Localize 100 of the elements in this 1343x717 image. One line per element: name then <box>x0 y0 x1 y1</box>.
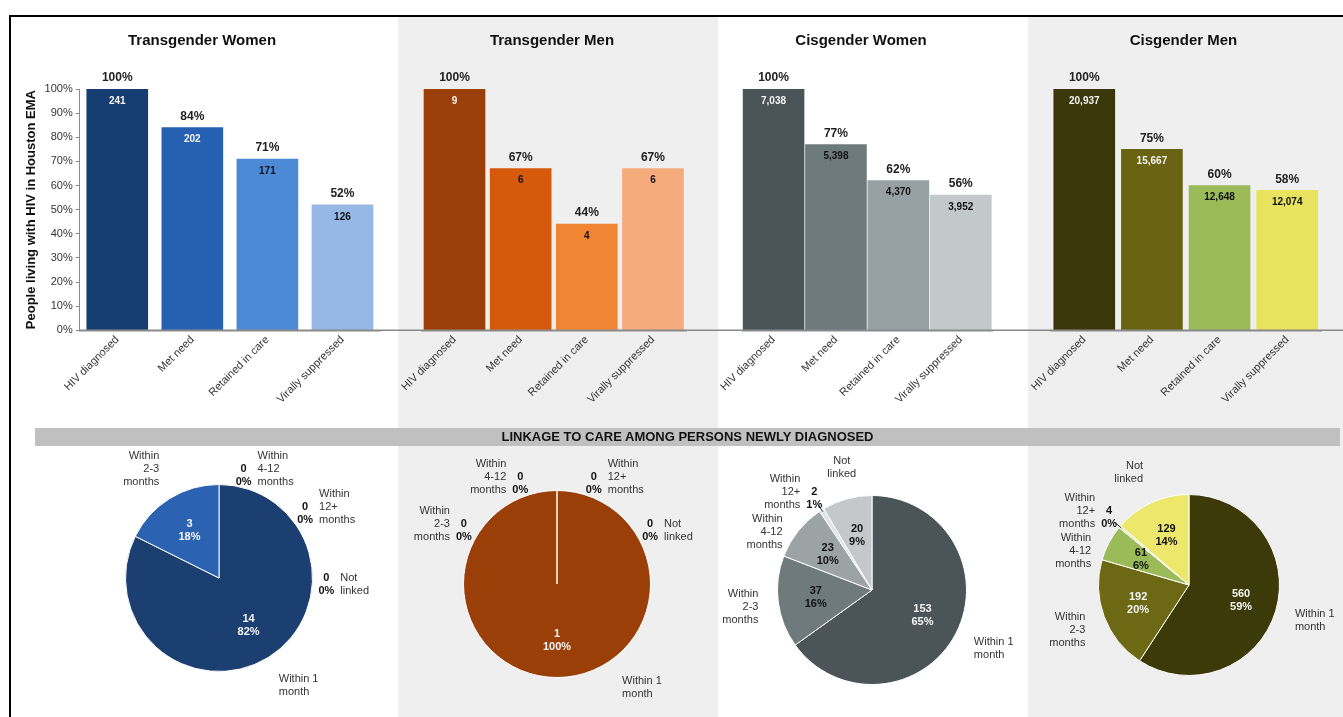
data-label: 1 <box>553 626 561 639</box>
annotation: 202 <box>183 133 202 145</box>
annotation: 171 <box>259 164 277 176</box>
text: 0% <box>642 529 659 542</box>
slice-label: Within 12+ months <box>1059 491 1096 530</box>
annotation: 5,398 <box>823 150 849 162</box>
data-label: 60% <box>1207 166 1232 181</box>
y-tick-label: 30% <box>50 250 73 263</box>
text: 10% <box>816 554 839 567</box>
data-label: 2 <box>811 484 818 497</box>
y-tick-label: 100% <box>44 82 73 95</box>
data-label: 560 <box>1231 587 1251 599</box>
y-tick-label: 10% <box>50 299 73 312</box>
data-label: 84% <box>180 108 205 123</box>
annotation: 4,370 <box>885 186 912 198</box>
text: 65% <box>911 615 934 628</box>
text: 0% <box>318 583 335 596</box>
chart-title: Transgender Women <box>127 31 277 49</box>
category-label: Not linked <box>340 570 370 596</box>
data-label: 100% <box>101 70 133 85</box>
text: 0% <box>235 474 252 487</box>
annotation: 20,937 <box>1068 94 1100 106</box>
slice-label: Within 1 month <box>622 674 662 700</box>
text: 0 <box>590 469 597 482</box>
annotation: 6 <box>517 174 524 186</box>
slice-label: Within 1 month <box>973 634 1014 660</box>
text: 82% <box>237 625 260 638</box>
text: 0% <box>455 529 472 542</box>
data-label: 100% <box>758 70 790 85</box>
category-label: Within 4-12 months <box>470 456 507 495</box>
annotation: 9 <box>451 94 458 106</box>
slice-label: Within 2-3 months <box>1049 610 1086 649</box>
slice-label: Within 1 month <box>1294 606 1335 632</box>
text: 9% <box>849 534 865 547</box>
slice-label: Not linked <box>827 453 857 479</box>
text: 6% <box>1133 559 1149 572</box>
text: 0 <box>240 461 247 474</box>
y-tick-label: 20% <box>50 275 73 288</box>
slice-label: Within 12+ months <box>764 471 801 510</box>
y-tick-label: 40% <box>50 226 73 239</box>
data-label: 37 <box>809 583 822 596</box>
text: 20% <box>1127 603 1150 616</box>
data-label: 56% <box>948 176 974 191</box>
annotation: 4 <box>584 229 591 241</box>
text: 0 <box>460 516 467 529</box>
annotation: 126 <box>334 210 352 222</box>
chart-title: Cisgender Women <box>795 31 927 49</box>
text: 0 <box>323 570 330 583</box>
data-label: 62% <box>886 161 911 176</box>
chart-title: Cisgender Men <box>1129 31 1238 49</box>
text: 1% <box>806 497 823 510</box>
text: 16% <box>804 596 827 609</box>
text: 14% <box>1155 535 1178 548</box>
text: LINKAGE TO CARE AMONG PERSONS NEWLY DIAGNOSED <box>35 428 1340 446</box>
annotation: 7,038 <box>761 94 787 106</box>
data-label: 20 <box>850 521 864 534</box>
category-label: Within 12+ months <box>607 456 644 495</box>
data-label: 61 <box>1134 546 1148 559</box>
data-label: 71% <box>255 140 280 155</box>
text: 0% <box>297 513 314 526</box>
data-label: 52% <box>330 186 355 201</box>
text: 0% <box>585 482 602 495</box>
slice-label: Within 2-3 months <box>722 587 759 625</box>
slice-label: Not linked <box>1114 459 1144 485</box>
data-label: 153 <box>913 602 932 615</box>
annotation: 241 <box>108 94 127 106</box>
data-label: 75% <box>1139 130 1165 145</box>
data-label: 100% <box>439 70 471 85</box>
y-tick-label: 50% <box>50 202 73 215</box>
text: 0 <box>517 469 524 482</box>
data-label: 100% <box>1068 70 1100 85</box>
category-label: Within 4-12 months <box>257 448 294 487</box>
annotation: 15,667 <box>1136 155 1168 167</box>
text: 0 <box>302 500 309 513</box>
data-label: 44% <box>574 205 600 220</box>
slice-label: Within 2-3 months <box>123 448 160 487</box>
y-tick-label: 80% <box>50 130 73 143</box>
slice-label: Within 1 month <box>278 672 319 698</box>
chart-title: Transgender Men <box>489 31 615 49</box>
data-label: 67% <box>508 149 533 164</box>
data-label: 23 <box>821 541 834 554</box>
y-axis-title: People living with HIV in Houston EMA <box>23 89 39 330</box>
text: 59% <box>1230 600 1253 612</box>
y-tick-label: 0% <box>56 323 73 336</box>
slice-label: Within 4-12 months <box>1055 531 1092 570</box>
data-label: 192 <box>1128 590 1148 603</box>
text: 0% <box>1101 517 1118 530</box>
annotation: 12,074 <box>1271 196 1303 208</box>
text: 0% <box>512 482 529 495</box>
annotation: 12,648 <box>1204 191 1236 203</box>
annotation: 6 <box>650 174 657 186</box>
y-tick-label: 60% <box>50 178 73 191</box>
category-label: Within 12+ months <box>319 487 356 526</box>
y-tick-label: 90% <box>50 106 73 119</box>
text: 18% <box>178 529 201 542</box>
slice-label: Within 4-12 months <box>746 511 784 550</box>
y-tick-label: 70% <box>50 154 73 167</box>
data-label: 129 <box>1157 522 1176 535</box>
data-label: 67% <box>640 149 666 164</box>
data-label: 58% <box>1275 171 1300 186</box>
